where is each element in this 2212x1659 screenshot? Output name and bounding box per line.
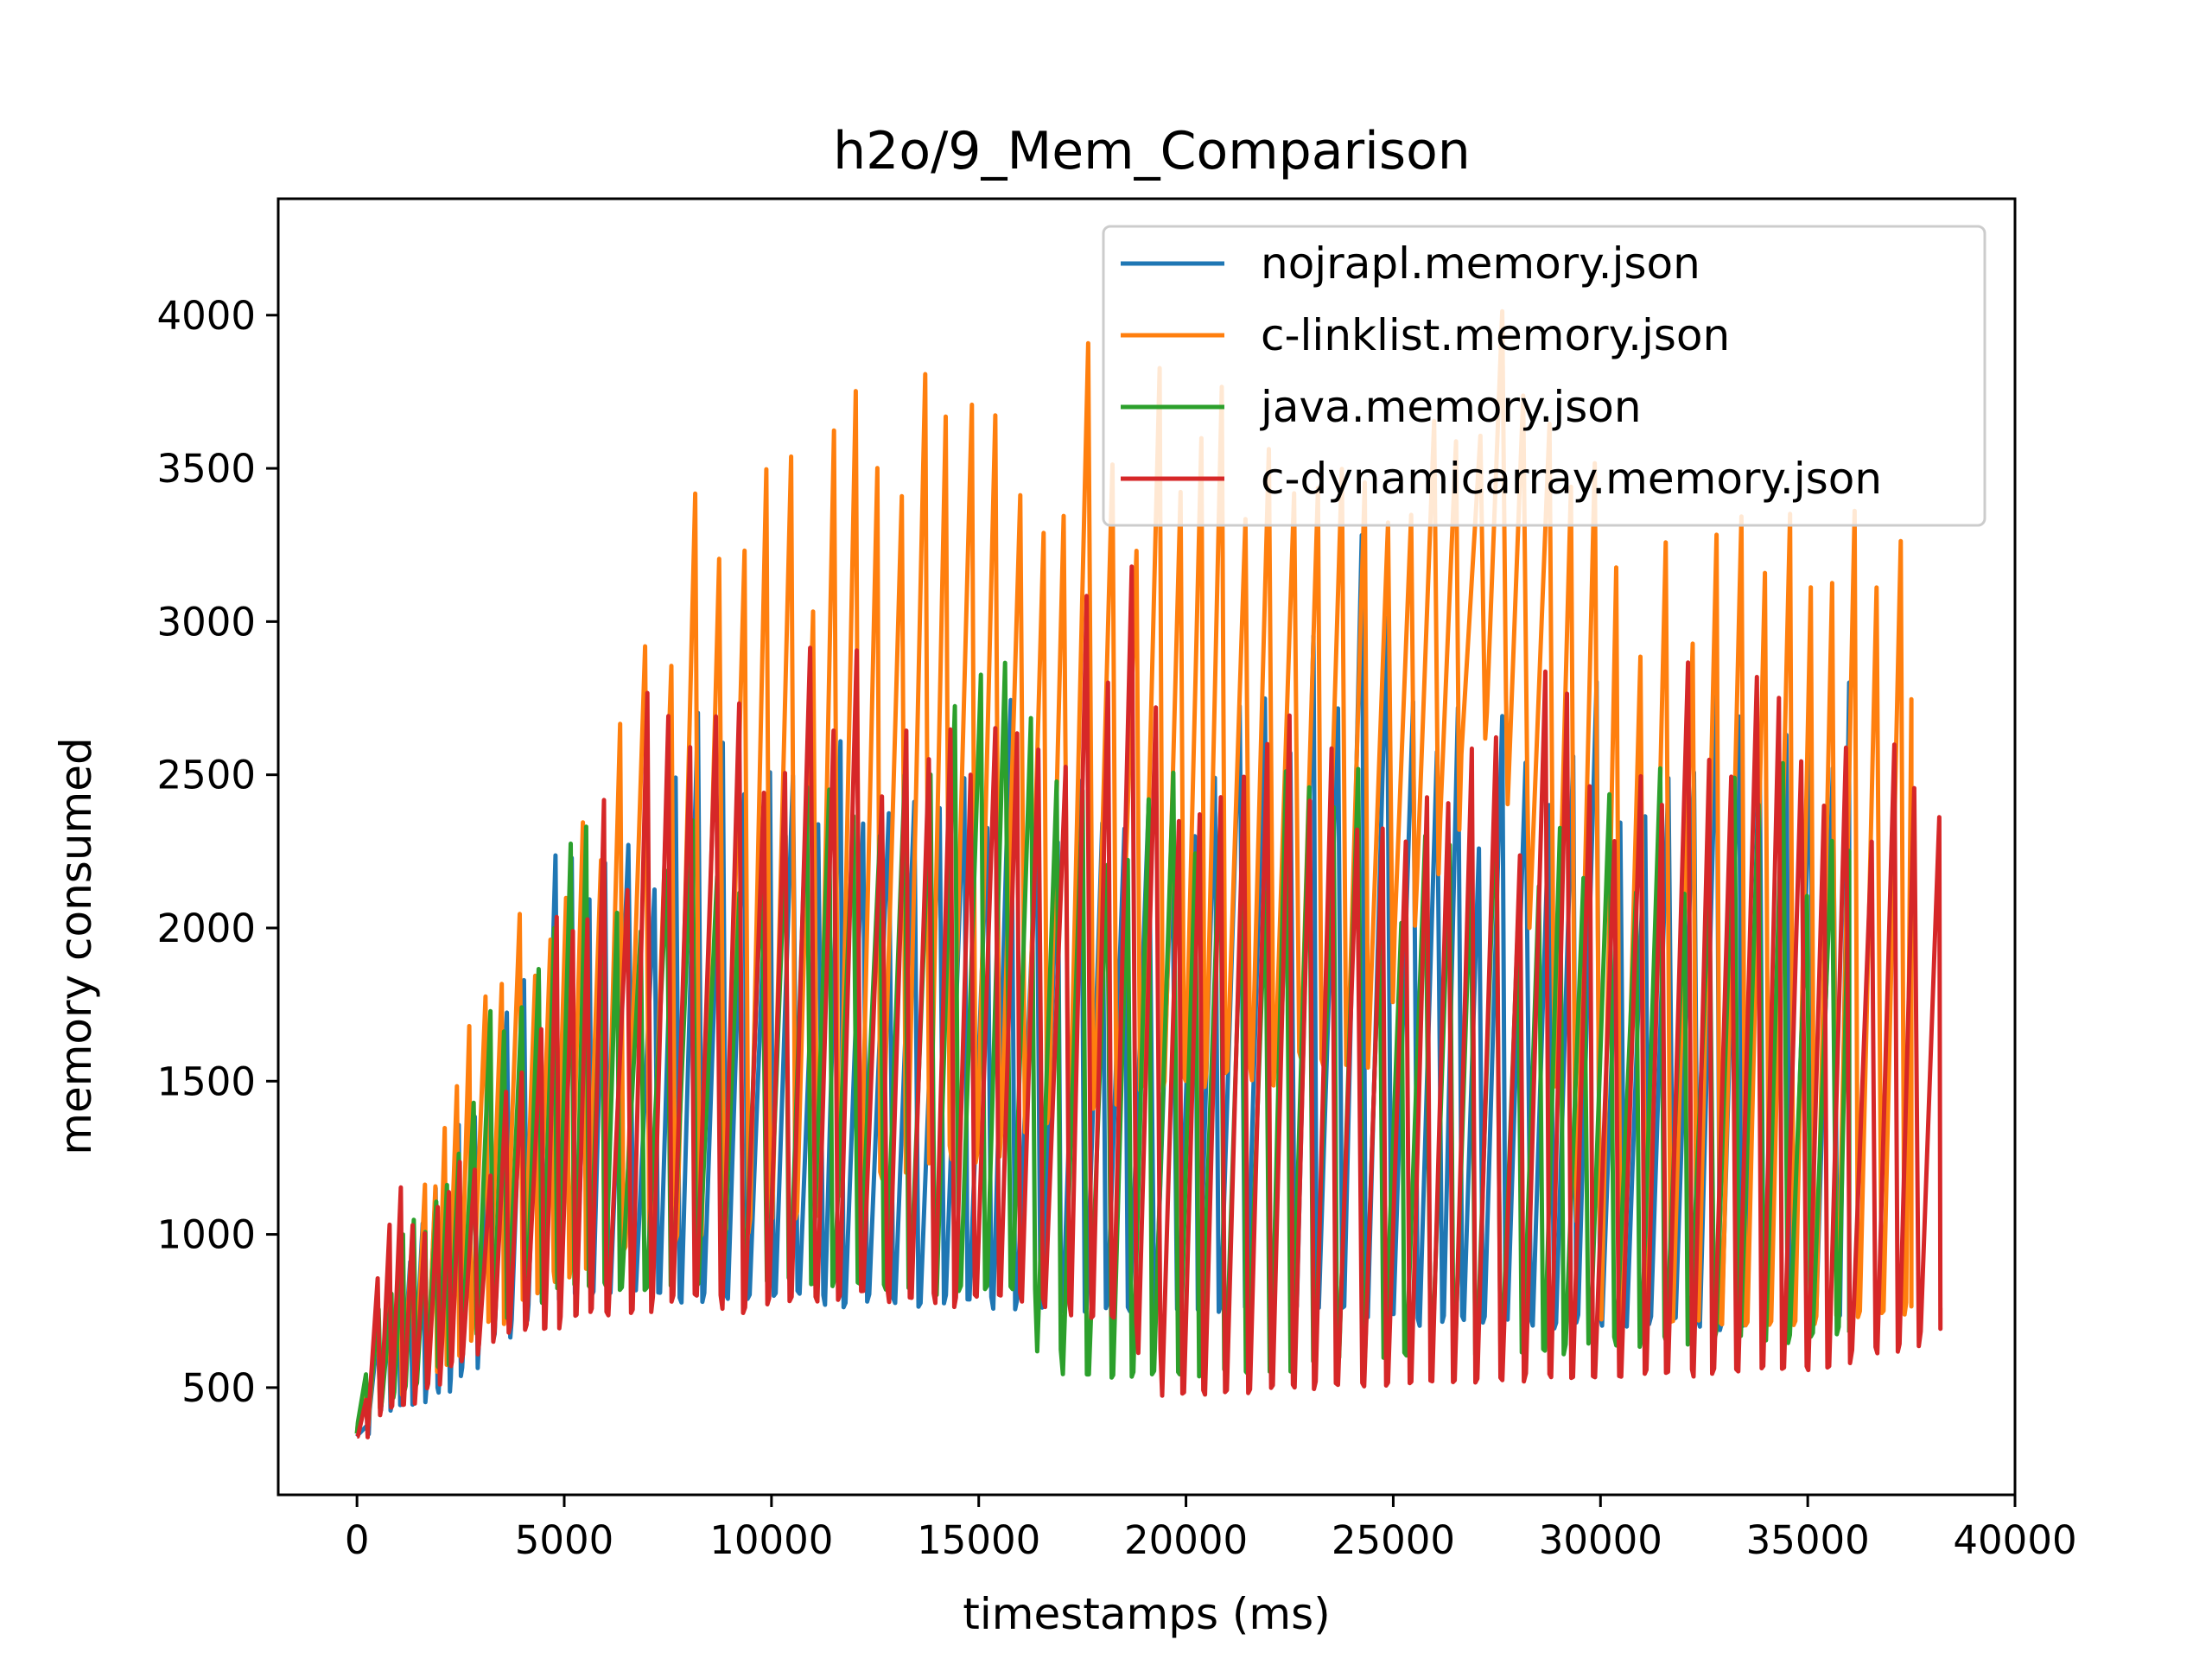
x-tick-label: 0 [345,1517,370,1563]
y-tick-label: 3000 [156,599,256,645]
x-axis-label: timestamps (ms) [963,1589,1330,1639]
legend-items: nojrapl.memory.json c-linklist.memory.jso… [1121,238,1882,504]
legend-label: c-dynamicarray.memory.json [1261,454,1882,504]
y-axis-label: memory consumed [51,737,101,1155]
x-tick-label: 20000 [1124,1517,1248,1563]
x-tick-label: 30000 [1539,1517,1662,1563]
legend: nojrapl.memory.json c-linklist.memory.jso… [1102,225,1986,527]
y-tick-label: 1000 [156,1212,256,1258]
plot-series [354,308,1943,1440]
y-tick-label: 2500 [156,753,256,798]
y-tick-label: 4000 [156,293,256,339]
legend-box [1102,225,1986,527]
series-line-c-dynamicarray-memory-json [355,564,1943,1440]
x-axis: 0 5000 10000 15000 20000 25000 30000 35000 40000 [345,1495,2077,1563]
y-tick-label: 3500 [156,446,256,492]
y-tick-label: 1500 [156,1058,256,1104]
x-tick-label: 25000 [1332,1517,1455,1563]
x-tick-label: 35000 [1746,1517,1870,1563]
x-tick-label: 40000 [1953,1517,2076,1563]
x-tick-label: 10000 [709,1517,833,1563]
legend-label: java.memory.json [1260,382,1642,432]
y-tick-label: 500 [181,1365,256,1411]
legend-label: nojrapl.memory.json [1261,238,1700,289]
y-axis: 500 1000 1500 2000 2500 3000 3500 4000 [156,293,278,1411]
y-tick-label: 2000 [156,906,256,951]
x-tick-label: 5000 [515,1517,614,1563]
chart-title: h2o/9_Mem_Comparison [833,121,1471,181]
plot-frame [276,197,2017,1497]
legend-label: c-linklist.memory.json [1261,310,1730,360]
x-tick-label: 15000 [917,1517,1040,1563]
